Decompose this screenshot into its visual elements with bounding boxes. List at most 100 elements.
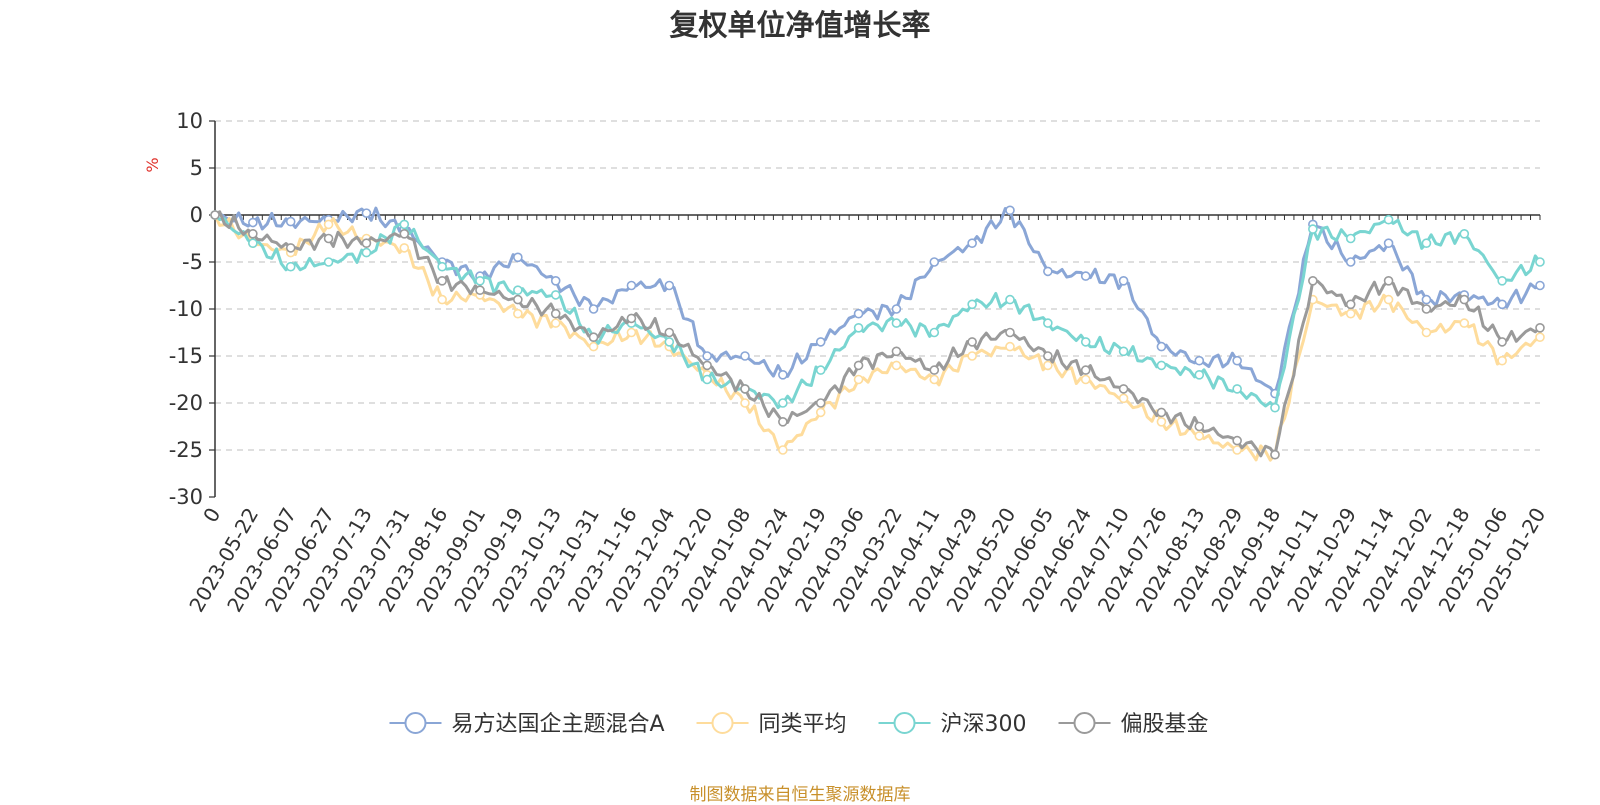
series-3-point-11 [626, 313, 637, 324]
series-1-point-31 [1383, 294, 1394, 305]
series-3-point-1 [248, 229, 258, 239]
series-2-point-3 [323, 257, 334, 267]
legend-layer: 易方达国企主题混合A 同类平均 沪深300 偏股基金 [389, 712, 1209, 737]
source-note: 制图数据来自恒生聚源数据库 [689, 785, 911, 805]
series-1-point-35 [1535, 332, 1545, 343]
legend-marker-3 [1073, 712, 1096, 734]
series-1-point-5 [399, 243, 410, 253]
series-3-point-3 [323, 233, 334, 244]
series-2-point-1 [248, 238, 258, 248]
legend-marker-0 [404, 712, 427, 734]
y-tick-label-7: -25 [169, 438, 203, 462]
series-0-point-22 [1043, 266, 1053, 277]
series-2-point-18 [891, 318, 902, 328]
series-2-point-34 [1497, 275, 1507, 286]
y-tick-label-5: -15 [169, 344, 203, 368]
series-1-point-24 [1118, 393, 1129, 404]
axis-layer: 1050-5-10-15-20-25-30%02023-05-222023-06… [143, 109, 1550, 616]
series-layer [210, 205, 1545, 462]
series-0-point-21 [1005, 205, 1015, 216]
series-2-point-7 [475, 275, 485, 286]
legend-label-2: 沪深300 [941, 712, 1027, 737]
series-3-point-19 [929, 365, 940, 375]
series-1-point-16 [815, 407, 826, 418]
series-1-point-32 [1421, 327, 1432, 338]
series-3-point-10 [588, 332, 599, 343]
series-3-point-24 [1118, 384, 1129, 394]
series-3-point-27 [1232, 435, 1242, 446]
series-2-point-30 [1345, 233, 1356, 244]
series-3-point-8 [513, 294, 523, 305]
series-0-point-23 [1080, 271, 1091, 281]
series-1-point-21 [1005, 341, 1015, 352]
series-1-point-30 [1345, 308, 1356, 319]
series-3-point-17 [853, 360, 864, 371]
series-2-point-20 [967, 299, 977, 310]
series-1-point-17 [853, 374, 864, 385]
series-1-point-25 [1156, 416, 1167, 427]
line-chart: 1050-5-10-15-20-25-30%02023-05-222023-06… [143, 109, 1550, 737]
series-3-point-30 [1345, 299, 1356, 310]
series-1-point-22 [1043, 360, 1053, 371]
series-3-point-18 [891, 346, 902, 357]
series-1-point-8 [513, 308, 523, 319]
series-3-point-7 [475, 285, 485, 296]
series-0-point-25 [1156, 341, 1167, 352]
y-axis-unit: % [143, 157, 162, 172]
series-3-point-4 [361, 238, 372, 248]
series-2-point-32 [1421, 238, 1432, 248]
y-tick-label-1: 5 [190, 156, 203, 180]
series-2-point-19 [929, 327, 940, 338]
legend-item-1: 同类平均 [696, 712, 847, 737]
series-1-point-33 [1459, 318, 1470, 328]
series-0-point-12 [664, 280, 675, 291]
series-1-point-20 [967, 351, 977, 361]
series-0-point-13 [702, 351, 712, 361]
series-3-point-20 [967, 337, 977, 347]
series-2-point-16 [815, 365, 826, 375]
series-1-point-23 [1080, 374, 1091, 385]
series-1-point-19 [929, 374, 940, 385]
legend-marker-1 [711, 712, 734, 734]
series-2-point-2 [285, 261, 296, 272]
legend-item-2: 沪深300 [878, 712, 1027, 737]
series-1-point-3 [323, 219, 334, 230]
series-3-point-2 [285, 243, 296, 253]
series-2-point-8 [513, 285, 523, 296]
series-2-point-12 [664, 337, 675, 347]
series-1-point-26 [1194, 431, 1205, 441]
series-2-point-33 [1459, 229, 1470, 239]
series-2-point-4 [361, 247, 372, 258]
series-3-point-0 [210, 210, 220, 220]
series-1-point-6 [437, 294, 447, 305]
legend-label-0: 易方达国企主题混合A [451, 712, 664, 737]
series-0-point-1 [248, 217, 258, 228]
series-2-point-25 [1156, 360, 1167, 371]
series-2-point-21 [1005, 294, 1015, 305]
chart-title: 复权单位净值增长率 [669, 8, 931, 42]
series-1-point-11 [626, 327, 637, 338]
series-1-point-9 [550, 318, 561, 328]
series-3-point-33 [1459, 294, 1470, 305]
series-2-point-24 [1118, 346, 1129, 357]
y-tick-label-4: -10 [169, 297, 203, 321]
series-0-point-18 [891, 304, 902, 314]
y-tick-label-0: 10 [176, 109, 203, 133]
series-2-point-29 [1308, 224, 1318, 234]
series-3-point-34 [1497, 337, 1507, 347]
series-1-point-15 [778, 445, 788, 455]
series-3-point-5 [399, 229, 410, 239]
series-3-point-9 [550, 308, 561, 319]
series-3-point-25 [1156, 407, 1167, 418]
series-0-point-15 [778, 369, 788, 380]
series-0-point-27 [1232, 355, 1242, 366]
series-3-point-35 [1535, 322, 1545, 333]
y-tick-label-3: -5 [182, 250, 203, 274]
series-3-point-29 [1308, 275, 1318, 286]
series-0-point-24 [1118, 275, 1129, 286]
series-0-point-8 [513, 252, 523, 263]
series-1-point-18 [891, 360, 902, 371]
legend-item-3: 偏股基金 [1058, 712, 1209, 737]
series-2-point-31 [1383, 214, 1394, 225]
series-0-point-30 [1345, 257, 1356, 267]
